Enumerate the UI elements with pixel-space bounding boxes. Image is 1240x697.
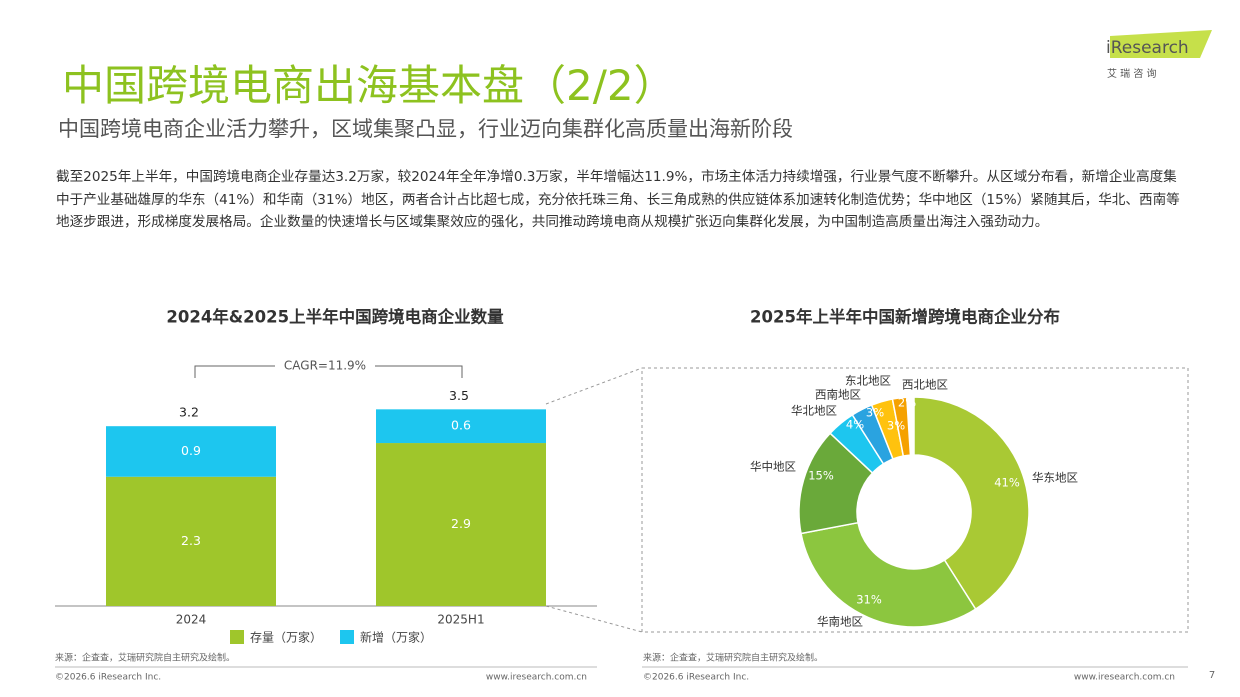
- logo-brand: iResearch: [1106, 38, 1189, 58]
- legend-label: 新增（万家）: [360, 630, 432, 645]
- slice-label: 3%: [887, 419, 905, 433]
- category-label: 华东地区: [1032, 471, 1078, 485]
- value-label: 2.3: [181, 533, 201, 548]
- slice-label: 4%: [846, 418, 864, 432]
- subtitle: 中国跨境电商企业活力攀升，区域集聚凸显，行业迈向集群化高质量出海新阶段: [58, 117, 793, 141]
- body-text: 截至2025年上半年，中国跨境电商企业存量达3.2万家，较2024年全年净增0.…: [56, 169, 1180, 231]
- cagr-bracket: [194, 365, 463, 378]
- donut-slice: [891, 396, 912, 457]
- slice-label: 2%: [898, 396, 916, 410]
- category-label: 华南地区: [817, 615, 863, 629]
- x-tick-label: 2025H1: [437, 613, 484, 627]
- page-number: 7: [1209, 670, 1215, 681]
- value-label: 0.9: [181, 443, 201, 458]
- slice-label: 41%: [994, 476, 1020, 490]
- legend-label: 存量（万家）: [250, 630, 322, 645]
- source: 来源：企查查，艾瑞研究院自主研究及绘制。: [643, 652, 823, 664]
- logo-cn: 艾 瑞 咨 询: [1107, 67, 1157, 80]
- website: www.iresearch.com.cn: [486, 673, 587, 683]
- value-label: 2.9: [451, 516, 471, 531]
- copyright: ©2026.6 iResearch Inc.: [643, 673, 749, 683]
- bar-segment: [106, 476, 276, 606]
- logo-shape: [1110, 30, 1212, 58]
- donut-slice: [800, 521, 977, 628]
- chart-title: 2025年上半年中国新增跨境电商企业分布: [750, 307, 1060, 327]
- legend-swatch: [230, 630, 244, 644]
- callout-line: [545, 367, 643, 405]
- total-label: 3.2: [179, 405, 199, 420]
- category-label: 西北地区: [902, 378, 948, 392]
- bar-segment: [376, 409, 546, 444]
- value-label: 0.6: [451, 418, 471, 433]
- total-label: 3.5: [449, 388, 469, 403]
- title: 中国跨境电商出海基本盘（2/2）: [62, 61, 676, 110]
- slice-label: 15%: [808, 469, 834, 483]
- bar-segment: [106, 426, 276, 477]
- slice-label: 31%: [856, 593, 882, 607]
- bar-segment: [376, 443, 546, 606]
- category-label: 华北地区: [791, 404, 837, 418]
- category-label: 华中地区: [750, 460, 796, 474]
- donut-slice: [913, 396, 1030, 611]
- website: www.iresearch.com.cn: [1074, 673, 1175, 683]
- callout-box: [641, 367, 1189, 633]
- annotation: CAGR=11.9%: [284, 359, 366, 373]
- legend-swatch: [340, 630, 354, 644]
- callout-line: [545, 605, 643, 633]
- source: 来源：企查查，艾瑞研究院自主研究及绘制。: [55, 652, 235, 664]
- category-label: 东北地区: [845, 374, 891, 388]
- slice-label: 3%: [866, 406, 884, 420]
- category-label: 西南地区: [815, 388, 861, 402]
- chart-title: 2024年&2025上半年中国跨境电商企业数量: [166, 307, 504, 327]
- x-tick-label: 2024: [176, 613, 207, 627]
- copyright: ©2026.6 iResearch Inc.: [55, 673, 161, 683]
